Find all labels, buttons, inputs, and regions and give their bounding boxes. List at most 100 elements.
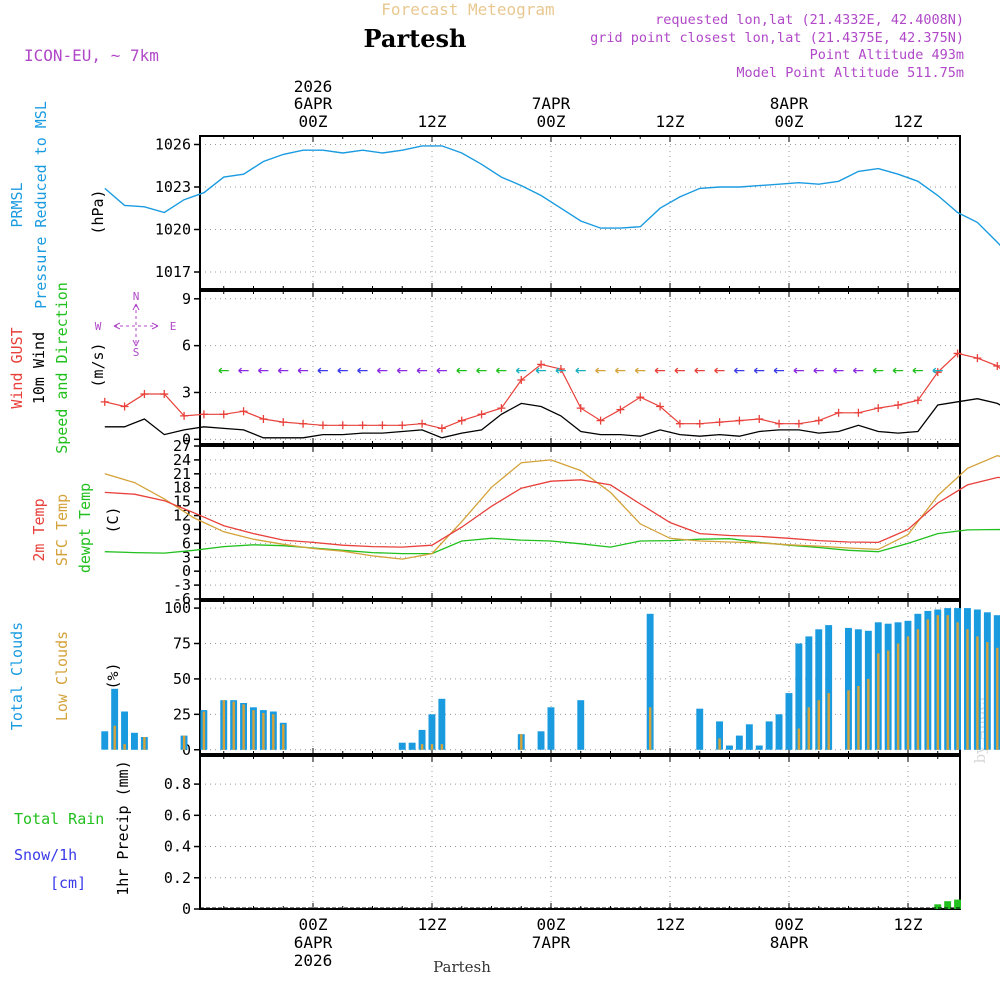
wind-arrow-icon — [495, 367, 507, 374]
gust-marker — [497, 404, 506, 413]
wind-arrow-icon — [892, 367, 904, 374]
wind-arrow-icon — [753, 367, 765, 374]
wind-arrow-shape — [714, 367, 725, 374]
gust-marker — [656, 402, 665, 411]
low-cloud-bar — [430, 744, 434, 750]
wind-arrow-shape — [535, 367, 547, 374]
top-tick-5: 00Z — [775, 112, 804, 131]
low-cloud-bar — [867, 678, 870, 750]
total-cloud-bar — [745, 724, 753, 750]
model-label: ICON-EU, ~ 7km — [24, 46, 159, 65]
wind-arrow-icon — [396, 367, 408, 374]
gust-marker — [675, 419, 684, 428]
total-cloud-bar — [845, 627, 852, 750]
gust-marker — [358, 421, 367, 430]
top-tick-1: 00Z — [299, 112, 328, 131]
wind-arrow-icon — [555, 367, 566, 374]
wind-arrow-shape — [833, 367, 844, 374]
label-total-rain: Total Rain — [14, 810, 104, 828]
gust-marker — [100, 397, 109, 406]
total-cloud-bar — [121, 711, 128, 750]
wind-arrow-shape — [476, 367, 487, 374]
low-cloud-bar — [986, 642, 989, 750]
wind-arrow-icon — [535, 367, 547, 374]
low-cloud-bar — [123, 744, 126, 750]
low-cloud-bar — [520, 734, 523, 750]
panel2-ytick-label: -6 — [173, 590, 191, 608]
gust-marker — [517, 375, 526, 384]
low-cloud-bar — [946, 615, 949, 750]
label-cloud-unit: (%) — [104, 662, 122, 689]
wind-arrow-icon — [238, 367, 249, 374]
total-cloud-bar — [775, 714, 783, 750]
compass-icon: N S W E — [95, 290, 177, 359]
panel4-ytick-label: 0.2 — [164, 869, 191, 887]
wind-arrow-shape — [733, 367, 745, 374]
panel2-ytick-label: 24 — [173, 451, 191, 469]
panel1-ytick-label: 0 — [182, 430, 191, 448]
label-precip-ylabel: 1hr Precip (mm) — [114, 760, 132, 895]
low-cloud-bar — [847, 690, 850, 750]
panel2-frame — [199, 445, 961, 600]
top-date-3: 7APR — [532, 94, 571, 113]
panel2-ytick-label: 9 — [182, 520, 191, 538]
info-model-altitude: Model Point Altitude 511.75m — [736, 65, 964, 81]
wind-arrow-icon — [257, 367, 269, 374]
panel2-ytick-label: 0 — [182, 562, 191, 580]
label-total-clouds: Total Clouds — [8, 622, 26, 730]
low-cloud-bar — [966, 629, 969, 750]
gust-line — [104, 352, 1000, 430]
gust-marker — [239, 407, 248, 416]
wind-arrow-icon — [852, 367, 864, 374]
rain-bar — [954, 899, 961, 909]
gust-marker — [418, 419, 427, 428]
label-10m-wind: 10m Wind — [30, 332, 48, 404]
low-cloud-bar — [827, 693, 830, 750]
gust-marker — [814, 416, 823, 425]
panel1-ytick-label: 3 — [182, 383, 191, 401]
wind-arrow-icon — [614, 367, 626, 374]
wind-arrow-shape — [654, 367, 666, 374]
panel4-frame — [199, 755, 961, 910]
panel0-ytick-label: 1026 — [155, 136, 191, 154]
wind-arrow-icon — [813, 367, 824, 374]
panel1-ytick-label: 9 — [182, 290, 191, 308]
total-cloud-bar — [101, 731, 109, 750]
low-cloud-bar — [887, 650, 890, 750]
total-cloud-bar — [785, 693, 793, 750]
wind-arrow-icon — [515, 367, 527, 374]
label-snow-unit: [cm] — [50, 874, 86, 892]
gust-marker — [993, 361, 1000, 370]
wind-arrow-shape — [634, 367, 646, 374]
total-cloud-bar — [537, 731, 545, 750]
compass-north: N — [133, 290, 140, 303]
wind-arrow-icon — [456, 367, 467, 374]
pressure-line — [104, 145, 1000, 247]
gust-marker — [695, 419, 704, 428]
gust-marker — [378, 421, 387, 430]
info-requested: requested lon,lat (21.4332E, 42.4008N) — [655, 12, 964, 28]
wind-arrow-shape — [813, 367, 824, 374]
wind-arrow-icon — [357, 367, 368, 374]
panel0-frame — [199, 135, 961, 290]
wind-arrow-icon — [376, 367, 388, 374]
wind10-line — [104, 398, 1000, 439]
wind-arrow-icon — [872, 367, 884, 374]
wind-arrow-icon — [793, 367, 804, 374]
wind-arrow-icon — [575, 367, 586, 374]
low-cloud-bar — [956, 622, 959, 750]
bottom-tick-4: 12Z — [656, 915, 685, 934]
gust-marker — [755, 415, 764, 424]
low-cloud-bar — [996, 647, 999, 750]
low-cloud-bar — [916, 629, 920, 750]
total-cloud-bar — [825, 625, 833, 750]
panel2-ytick-label: 3 — [182, 548, 191, 566]
total-cloud-bar — [795, 643, 803, 750]
wind-arrow-icon — [317, 367, 328, 374]
low-cloud-bar — [936, 615, 939, 750]
gust-marker — [576, 404, 585, 413]
label-prmsl: PRMSL — [8, 182, 26, 227]
gust-marker — [259, 415, 268, 424]
wind-arrow-shape — [376, 367, 388, 374]
wind-arrow-shape — [852, 367, 864, 374]
